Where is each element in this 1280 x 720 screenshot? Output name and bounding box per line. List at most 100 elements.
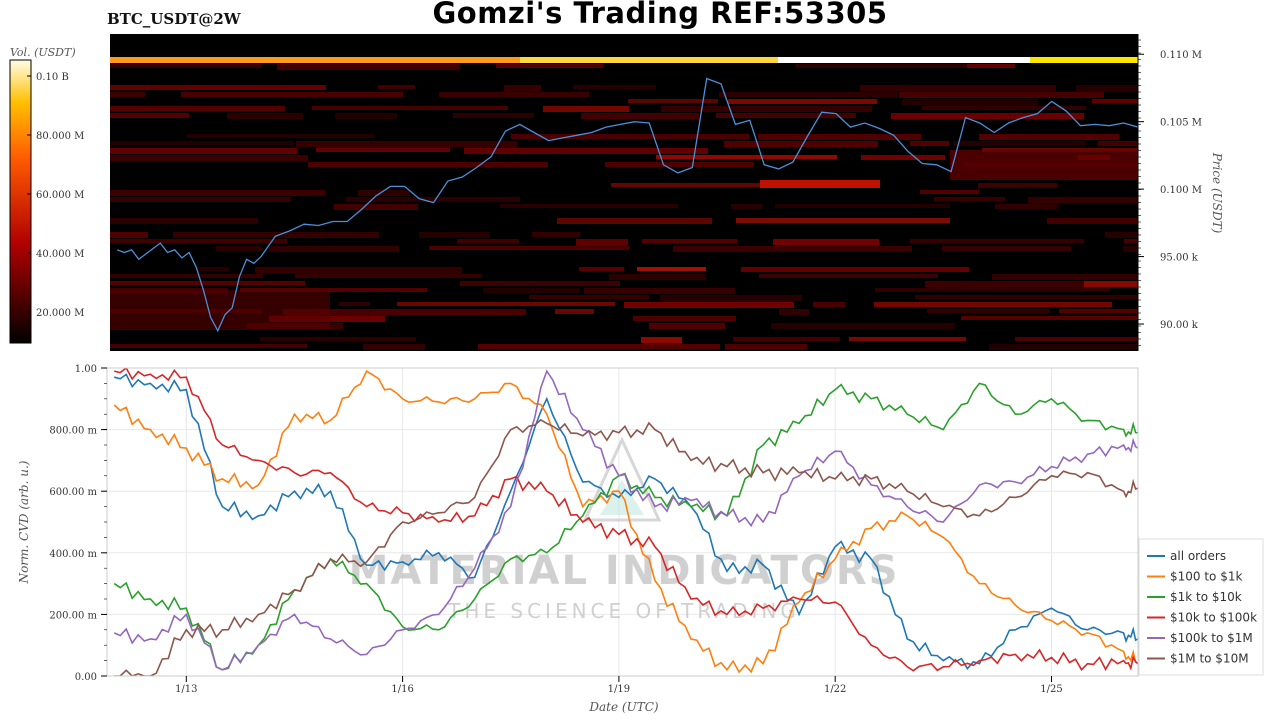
heatmap-band <box>874 302 1112 307</box>
colorbar-tick-label: 0.10 B <box>36 72 69 83</box>
price-line <box>116 77 1138 333</box>
price-tick-label: 0.110 M <box>1160 50 1202 61</box>
heatmap-band <box>609 274 706 280</box>
watermark-logo <box>582 436 662 522</box>
heatmap-band <box>773 239 879 245</box>
heatmap-wall <box>520 57 778 63</box>
heatmap-band <box>661 106 872 112</box>
colorbar-label: Vol. (USDT) <box>10 46 76 59</box>
heatmap-band <box>979 134 1119 140</box>
heatmap-band <box>978 183 1057 188</box>
heatmap-band <box>429 246 629 250</box>
colorbar-tick-label: 40.000 M <box>36 249 84 260</box>
x-tick-label: 1/16 <box>391 684 413 695</box>
colorbar: Vol. (USDT) 0.10 B 80.000 M 60.000 M 40.000… <box>9 46 84 344</box>
heatmap-band <box>110 64 262 68</box>
heatmap-band <box>673 246 912 252</box>
heatmap-wall <box>110 57 520 63</box>
heatmap-band <box>967 64 1015 68</box>
heatmap-band <box>1028 197 1138 203</box>
heatmap-band <box>1098 141 1138 146</box>
x-tick-label: 1/25 <box>1040 684 1062 695</box>
heatmap-band <box>716 113 856 118</box>
heatmap-band <box>758 134 921 140</box>
price-tick-label: 0.100 M <box>1160 185 1202 196</box>
colorbar-tick-label: 60.000 M <box>36 190 84 201</box>
heatmap-band <box>849 337 966 341</box>
heatmap-band <box>860 85 1056 91</box>
heatmap-band <box>110 92 145 97</box>
heatmap-band <box>920 190 979 194</box>
heatmap-band <box>296 141 517 147</box>
heatmap-band <box>605 162 754 167</box>
heatmap-band <box>334 204 418 210</box>
legend-box <box>1138 538 1264 676</box>
cvd-frame <box>106 367 1139 677</box>
cvd-series-line <box>114 418 1138 676</box>
heatmap-band <box>295 274 481 278</box>
heatmap-band <box>992 274 1138 280</box>
heatmap-band <box>1047 218 1138 224</box>
heatmap-band <box>915 295 1138 299</box>
x-tick-label: 1/13 <box>175 684 197 695</box>
heatmap-band <box>733 337 840 341</box>
heatmap-band <box>187 134 375 138</box>
heatmap-band <box>453 113 534 118</box>
y-tick-label: 200.00 m <box>49 610 97 621</box>
heatmap-band <box>504 85 541 91</box>
heatmap-band <box>995 204 1057 209</box>
heatmap-band <box>110 190 325 196</box>
watermark-tagline: THE SCIENCE OF TRADING <box>447 599 800 623</box>
heatmap-band <box>628 99 718 103</box>
heatmap-band <box>796 64 967 68</box>
x-tick-label: 1/19 <box>608 684 630 695</box>
heatmap-band <box>731 204 762 209</box>
heatmap-band <box>637 267 706 271</box>
colorbar-tick-label: 20.000 M <box>36 308 84 319</box>
price-axis-label: Price (USDT) <box>1210 152 1224 234</box>
heatmap-band <box>532 232 580 237</box>
heatmap-zone <box>950 150 1138 180</box>
legend-label: $10k to $100k <box>1170 611 1257 625</box>
heatmap-band <box>173 232 379 238</box>
heatmap-band <box>397 302 615 306</box>
price-tick-label: 95.00 k <box>1160 253 1199 264</box>
price-tick-label: 90.00 k <box>1160 320 1199 331</box>
heatmap-band <box>910 239 1084 243</box>
heatmap-band <box>335 113 397 119</box>
heatmap-band <box>899 92 1104 98</box>
y-axis-label: Norm. CVD (arb. u.) <box>17 460 31 584</box>
heatmap-band <box>902 99 1038 105</box>
heatmap-band <box>358 190 410 196</box>
heatmap-band <box>198 267 229 271</box>
heatmap-band <box>110 197 291 202</box>
heatmap-band <box>110 155 308 161</box>
heatmap-band <box>813 302 845 307</box>
heatmap-band <box>910 141 949 146</box>
legend-label: all orders <box>1170 549 1226 563</box>
heatmap-band <box>725 344 807 350</box>
heatmap-band <box>579 267 624 271</box>
heatmap-band <box>660 295 802 301</box>
heatmap-band <box>925 281 1084 287</box>
heatmap-band <box>110 232 148 238</box>
heatmap-band <box>724 141 878 147</box>
heatmap-band <box>989 344 1138 350</box>
heatmap-wall <box>778 57 1030 63</box>
y-tick-label: 0.00 <box>75 672 97 683</box>
heatmap-band <box>227 113 303 119</box>
heatmap-band <box>581 113 699 119</box>
heatmap-band <box>260 337 416 341</box>
heatmap-band <box>934 197 1005 201</box>
heatmap-band <box>346 197 520 202</box>
heatmap-band <box>269 246 399 252</box>
heatmap-band <box>464 148 708 154</box>
heatmap-band <box>110 141 293 146</box>
legend-label: $100k to $1M <box>1170 631 1253 645</box>
heatmap-band <box>555 309 594 314</box>
heatmap-band <box>378 85 415 89</box>
heatmap-band <box>339 302 370 306</box>
heatmap-band <box>624 302 794 308</box>
watermark-logo-fill <box>600 480 644 515</box>
heatmap-band <box>457 239 519 243</box>
